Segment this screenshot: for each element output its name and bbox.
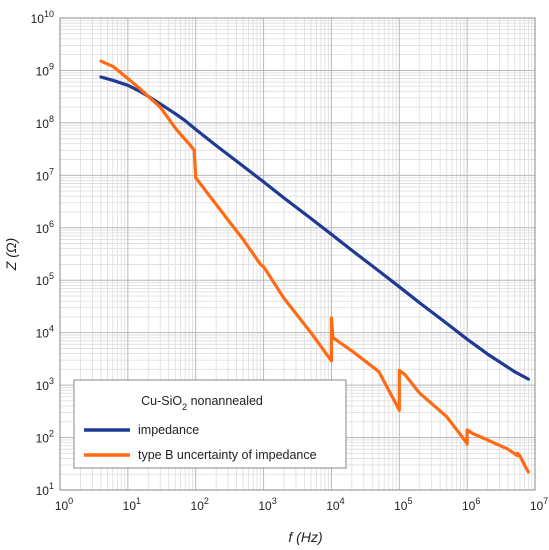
y-axis-label: Z (Ω) (3, 238, 19, 271)
x-tick-label: 104 (326, 496, 344, 513)
y-tick-label: 106 (36, 219, 54, 236)
y-tick-label: 108 (36, 114, 54, 131)
plot-frame (59, 17, 536, 491)
legend-label-uncertainty: type B uncertainty of impedance (138, 448, 317, 462)
y-tick-label: 104 (36, 324, 54, 341)
x-tick-label: 103 (258, 496, 276, 513)
y-tick-label: 101 (36, 481, 54, 498)
x-tick-label: 106 (462, 496, 480, 513)
legend-title-rest: nonannealed (187, 394, 263, 408)
legend: Cu-SiO2 nonannealed impedance type B unc… (73, 379, 347, 469)
x-tick-label: 102 (191, 496, 209, 513)
y-tick-label: 107 (36, 166, 54, 183)
legend-title-subscript: 2 (182, 402, 187, 412)
y-tick-label: 1010 (31, 9, 54, 26)
y-tick-labels: 101 102 103 104 105 106 107 108 109 1010 (31, 9, 54, 498)
x-tick-label: 101 (123, 496, 141, 513)
legend-label-impedance: impedance (138, 423, 199, 437)
x-tick-label: 107 (530, 496, 548, 513)
y-tick-label: 102 (36, 429, 54, 446)
legend-title: Cu-SiO2 nonannealed (141, 394, 263, 412)
legend-title-main: Cu-SiO (141, 394, 182, 408)
series-layer (99, 59, 531, 474)
x-tick-labels: 100 101 102 103 104 105 106 107 (55, 496, 548, 513)
x-tick-label: 100 (55, 496, 73, 513)
y-tick-label: 109 (36, 61, 54, 78)
y-tick-label: 103 (36, 376, 54, 393)
y-tick-label: 105 (36, 271, 54, 288)
x-tick-label: 105 (394, 496, 412, 513)
series-uncertainty-line (99, 59, 531, 474)
x-axis-label: f (Hz) (288, 529, 322, 545)
